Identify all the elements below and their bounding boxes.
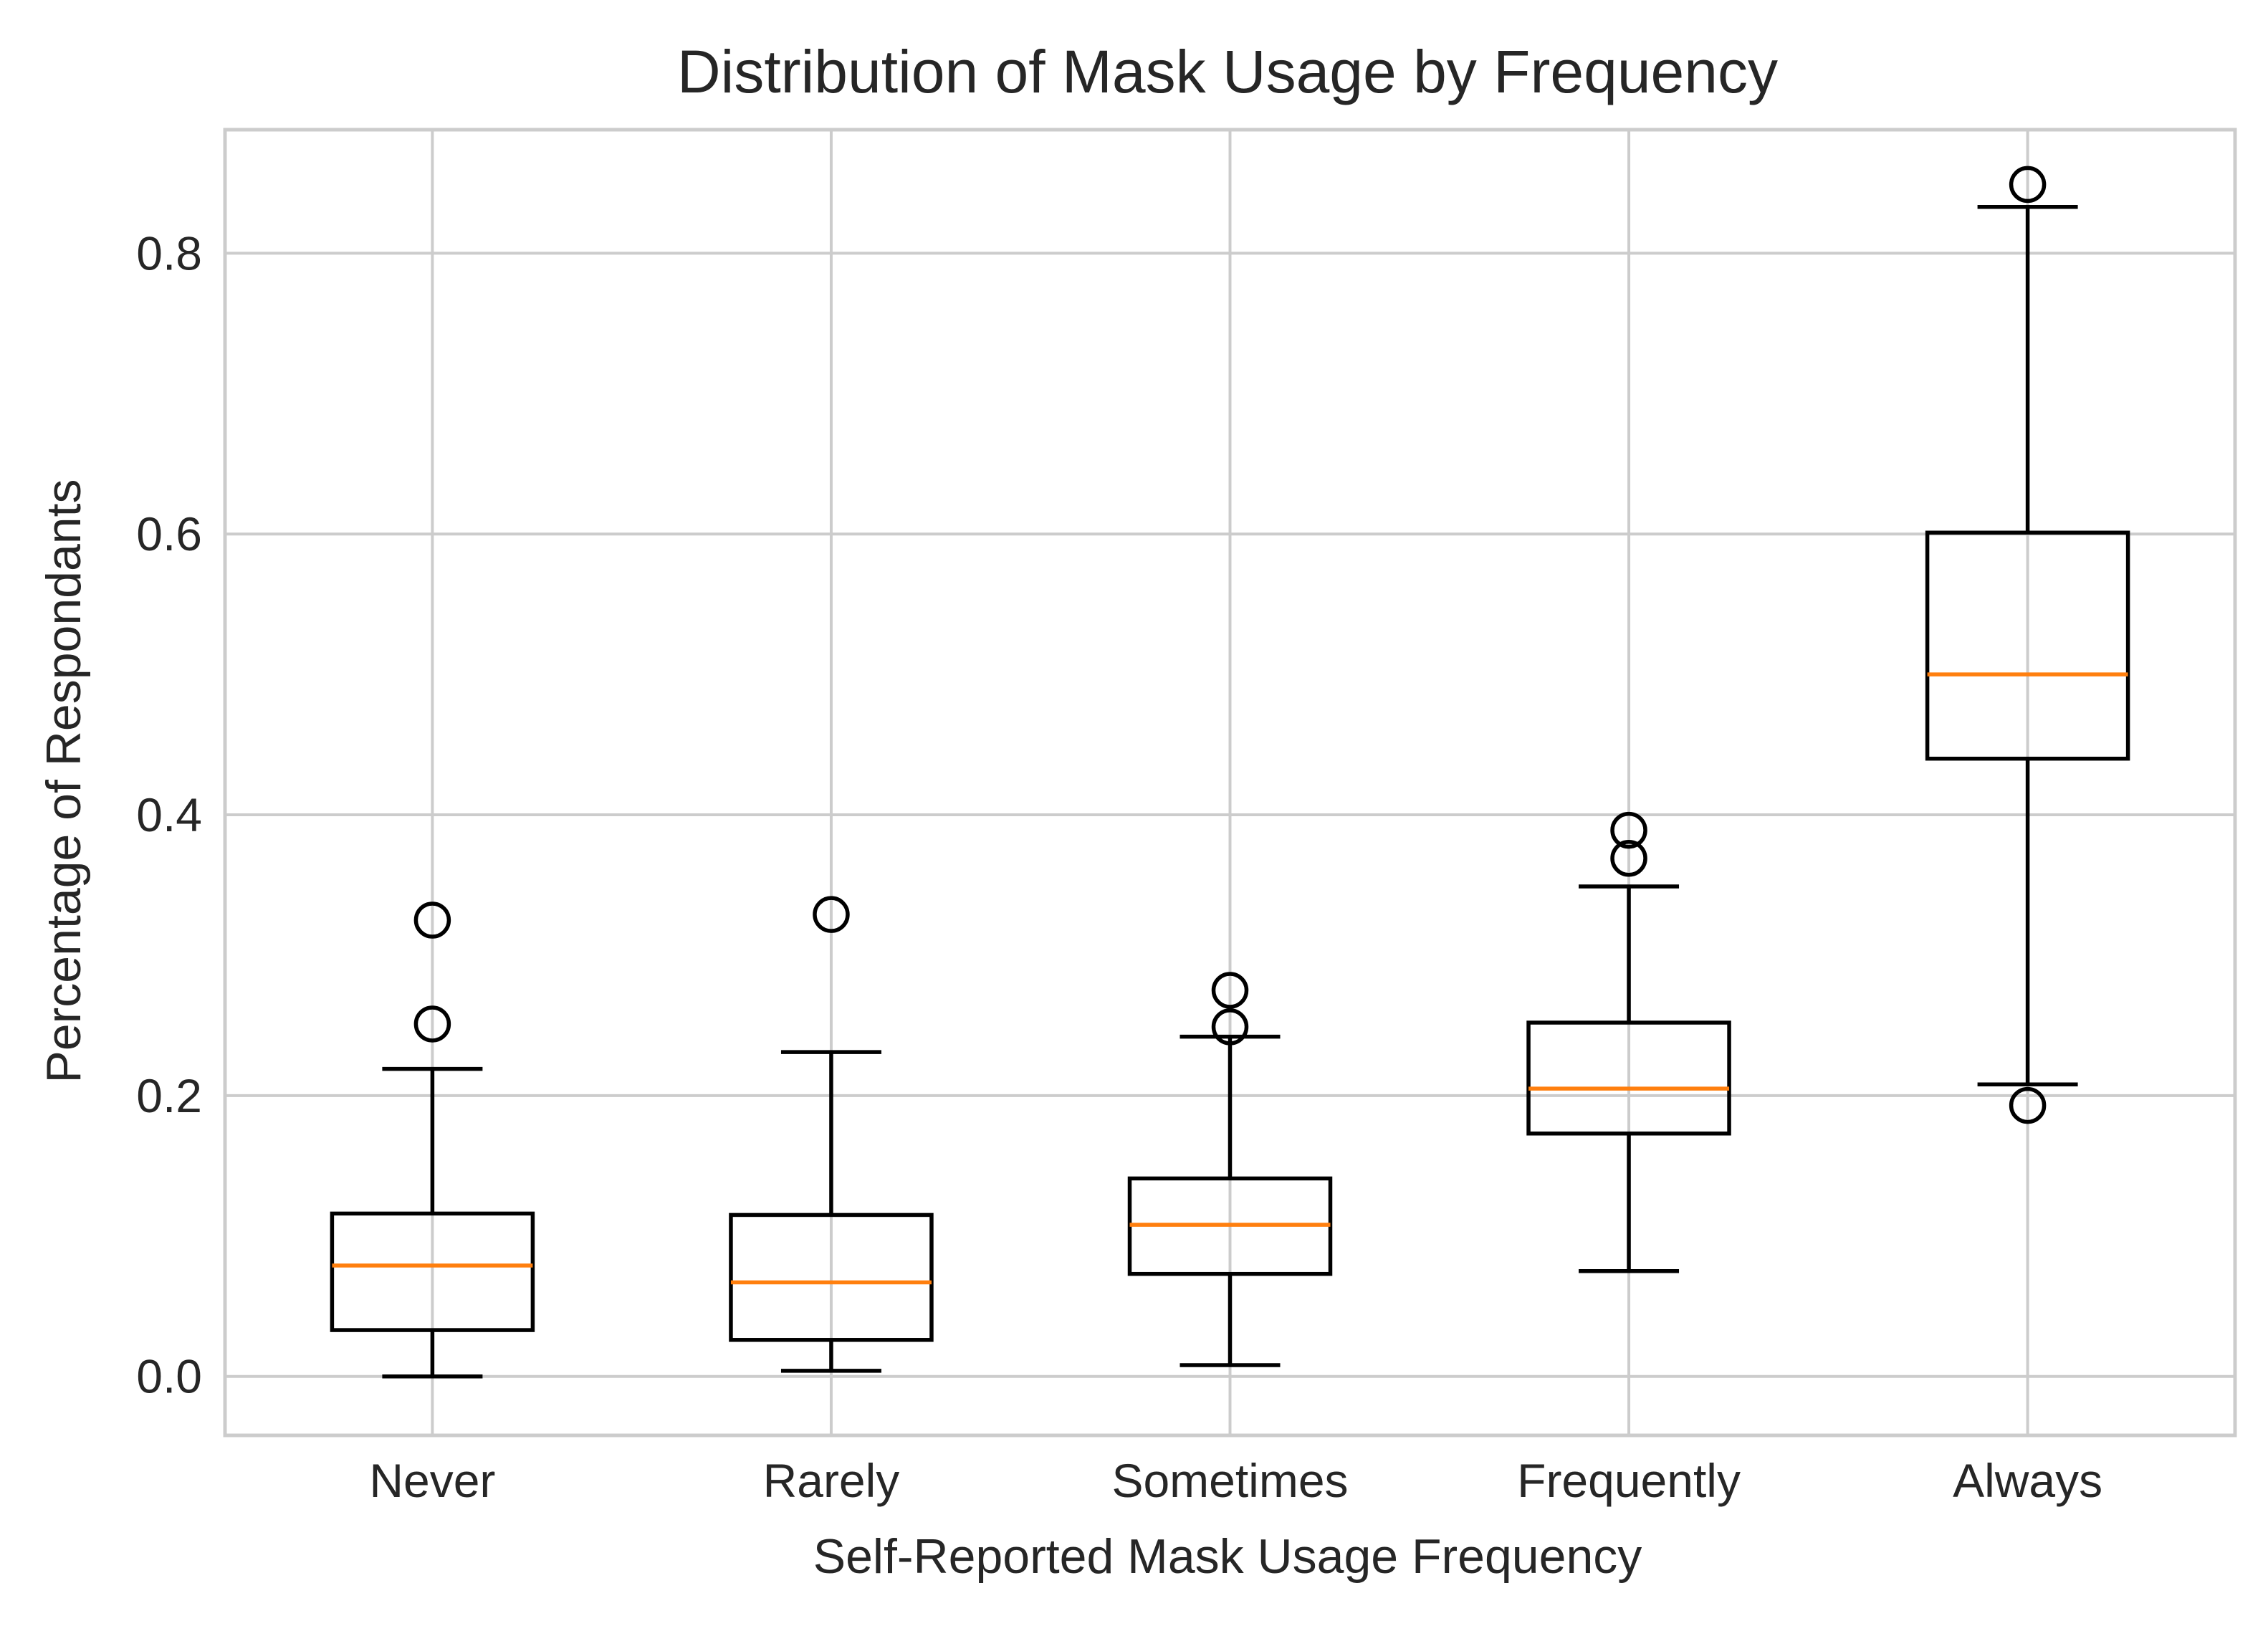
chart-title: Distribution of Mask Usage by Frequency (677, 38, 1778, 105)
outlier-point (1610, 811, 1647, 849)
box-group-always (1925, 166, 2130, 1124)
box-group-rarely (729, 896, 934, 1373)
tick-labels: 0.0 0.2 0.4 0.6 0.8 Never Rarely Sometimes Frequ… (136, 226, 2102, 1507)
y-tick-label: 0.0 (136, 1350, 202, 1403)
outlier-point (1610, 840, 1647, 877)
box-group-never (330, 901, 535, 1379)
boxes (330, 166, 2130, 1379)
x-tick-label: Always (1953, 1454, 2102, 1507)
box-group-sometimes (1127, 972, 1333, 1367)
plot-frame (223, 128, 2237, 1438)
box-iqr (729, 1213, 934, 1342)
box-group-frequently (1526, 811, 1731, 1273)
y-tick-label: 0.8 (136, 226, 202, 279)
x-axis-label: Self-Reported Mask Usage Frequency (813, 1529, 1642, 1584)
box-iqr (1526, 1020, 1731, 1136)
x-tick-label: Rarely (763, 1454, 900, 1507)
x-tick-label: Sometimes (1111, 1454, 1348, 1507)
y-tick-label: 0.4 (136, 788, 202, 841)
outlier-point (813, 896, 850, 933)
outlier-point (2009, 166, 2047, 204)
outlier-point (413, 1005, 451, 1043)
outlier-point (2009, 1086, 2047, 1124)
x-tick-label: Never (369, 1454, 495, 1507)
outlier-point (413, 901, 451, 939)
box-iqr (1925, 530, 2130, 761)
y-axis-label: Percentage of Respondants (37, 479, 91, 1083)
outlier-point (1211, 972, 1249, 1009)
y-tick-label: 0.6 (136, 507, 202, 560)
outlier-point (1211, 1008, 1249, 1046)
x-tick-label: Frequently (1517, 1454, 1741, 1507)
y-tick-label: 0.2 (136, 1069, 202, 1122)
box-iqr (330, 1211, 535, 1332)
